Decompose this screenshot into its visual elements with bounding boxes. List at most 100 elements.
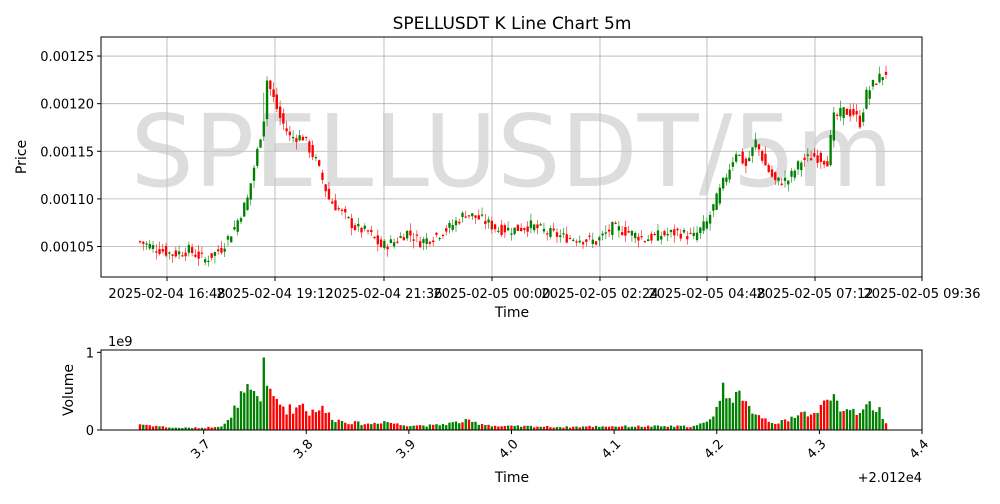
candle-body: [871, 79, 875, 87]
candle-body: [777, 177, 780, 181]
volume-bar: [816, 412, 819, 430]
candle-body: [262, 121, 265, 137]
candle-body: [379, 239, 383, 248]
candle-body: [474, 215, 477, 218]
candle-body: [445, 228, 448, 232]
volume-bar: [533, 427, 536, 430]
candle-body: [549, 228, 552, 237]
candle-body: [389, 239, 393, 244]
volume-bar: [474, 421, 477, 430]
candle-body: [484, 220, 487, 225]
volume-bar: [800, 412, 803, 430]
candle-body: [842, 107, 845, 118]
candle-body: [858, 115, 862, 128]
volume-bar: [862, 409, 865, 430]
candle-body: [852, 108, 855, 115]
candle-body: [236, 220, 239, 232]
candle-body: [256, 148, 259, 166]
volume-bar: [761, 418, 764, 430]
candle-body: [298, 135, 301, 141]
candle-body: [454, 220, 458, 226]
candle-body: [477, 215, 480, 220]
volume-bar: [734, 391, 738, 430]
candle-body: [832, 112, 836, 141]
volume-bar: [506, 425, 510, 430]
volume-bar: [757, 415, 761, 430]
volume-bar: [806, 416, 809, 430]
candle-body: [500, 224, 503, 236]
volume-bar: [484, 425, 487, 430]
candle-body: [223, 248, 226, 252]
volume-bar: [536, 426, 539, 430]
volume-bar: [158, 426, 161, 430]
volume-bar: [347, 424, 350, 430]
candle-body: [513, 227, 516, 235]
candle-body: [539, 224, 542, 226]
candle-body: [555, 232, 559, 237]
volume-bar: [780, 420, 783, 430]
candle-body: [432, 240, 435, 243]
candle-body: [357, 223, 360, 227]
candle-body: [744, 158, 748, 166]
volume-bar: [855, 414, 858, 430]
volume-bar: [236, 407, 239, 430]
candle-body: [686, 236, 689, 240]
volume-bar: [653, 425, 656, 430]
price-plot-frame: [100, 36, 923, 278]
volume-bar: [542, 426, 546, 430]
candle-body: [213, 252, 217, 256]
candle-body: [519, 227, 523, 231]
candle-body: [725, 177, 728, 182]
volume-bar: [549, 427, 552, 430]
candle-body: [581, 242, 585, 245]
candle-body: [653, 233, 656, 236]
candle-body: [728, 169, 731, 180]
candle-body: [676, 228, 679, 231]
candle-body: [705, 221, 709, 229]
candle-body: [282, 113, 285, 124]
volume-bar: [220, 426, 223, 430]
candle-body: [633, 232, 637, 239]
volume-bar: [591, 427, 594, 430]
volume-bar: [519, 426, 523, 430]
candle-body: [806, 154, 809, 156]
volume-bar: [451, 422, 454, 430]
candle-body: [418, 241, 422, 248]
volume-bar: [317, 410, 321, 430]
candle-body: [650, 233, 653, 241]
volume-bar: [617, 426, 621, 430]
volume-bar: [633, 426, 637, 430]
candle-body: [366, 230, 370, 232]
candle-body: [480, 214, 484, 216]
candle-body: [493, 224, 497, 230]
volume-bar: [415, 425, 419, 430]
candle-body: [187, 245, 191, 253]
candle-body: [754, 139, 757, 148]
volume-bar: [871, 410, 875, 430]
candle-body: [246, 197, 249, 210]
price-y-ticks: 0.00105 0.00110 0.00115 0.00120 0.00125: [40, 50, 101, 256]
volume-bar: [819, 404, 823, 430]
candle-body: [467, 215, 471, 217]
volume-bar: [357, 421, 360, 430]
volume-bar: [568, 427, 572, 430]
volume-bar: [379, 423, 383, 430]
candle-body: [839, 107, 842, 117]
volume-bar: [213, 427, 217, 430]
volume-bar: [282, 406, 285, 430]
volume-bar: [682, 425, 686, 430]
volume-bar: [353, 421, 357, 430]
candle-body: [822, 161, 826, 165]
volume-bar: [809, 414, 813, 430]
volume-bar: [363, 424, 366, 430]
candle-body: [177, 251, 181, 255]
volume-bar: [656, 425, 660, 430]
volume-x-tick-label: 4.4: [907, 437, 932, 462]
volume-bar: [269, 388, 272, 430]
volume-bar: [288, 404, 292, 430]
candle-body: [331, 201, 334, 204]
candle-body: [862, 112, 865, 122]
candle-body: [682, 230, 686, 233]
candle-body: [855, 110, 858, 115]
candle-body: [275, 94, 278, 109]
